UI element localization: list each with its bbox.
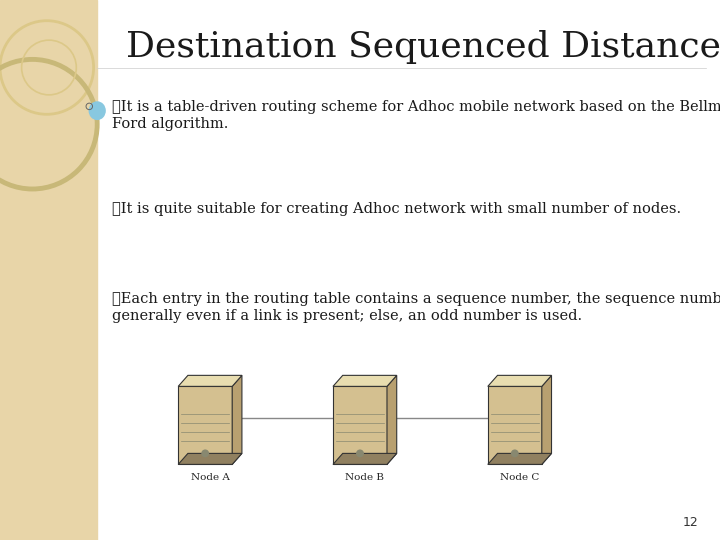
Ellipse shape [202, 450, 209, 457]
Polygon shape [179, 375, 242, 387]
Polygon shape [488, 387, 541, 464]
Bar [0, 0, 97, 540]
Polygon shape [333, 375, 397, 387]
Text: Node B: Node B [346, 472, 384, 482]
Polygon shape [488, 375, 552, 387]
Text: Node C: Node C [500, 472, 539, 482]
Text: ➤Each entry in the routing table contains a sequence number, the sequence number: ➤Each entry in the routing table contain… [112, 292, 720, 323]
Polygon shape [179, 454, 242, 464]
Polygon shape [333, 387, 387, 464]
Text: Destination Sequenced Distance Vector: Destination Sequenced Distance Vector [126, 30, 720, 64]
Polygon shape [232, 375, 242, 464]
Text: ➤It is quite suitable for creating Adhoc network with small number of nodes.: ➤It is quite suitable for creating Adhoc… [112, 202, 680, 217]
Polygon shape [179, 387, 232, 464]
Polygon shape [488, 454, 552, 464]
Text: ➤It is a table-driven routing scheme for Adhoc mobile network based on the Bellm: ➤It is a table-driven routing scheme for… [112, 100, 720, 131]
Ellipse shape [357, 450, 364, 457]
Ellipse shape [511, 450, 518, 457]
Text: 12: 12 [683, 516, 698, 529]
Text: Node A: Node A [191, 472, 230, 482]
Polygon shape [387, 375, 397, 464]
Polygon shape [333, 454, 397, 464]
Polygon shape [541, 375, 552, 464]
Ellipse shape [89, 102, 105, 119]
